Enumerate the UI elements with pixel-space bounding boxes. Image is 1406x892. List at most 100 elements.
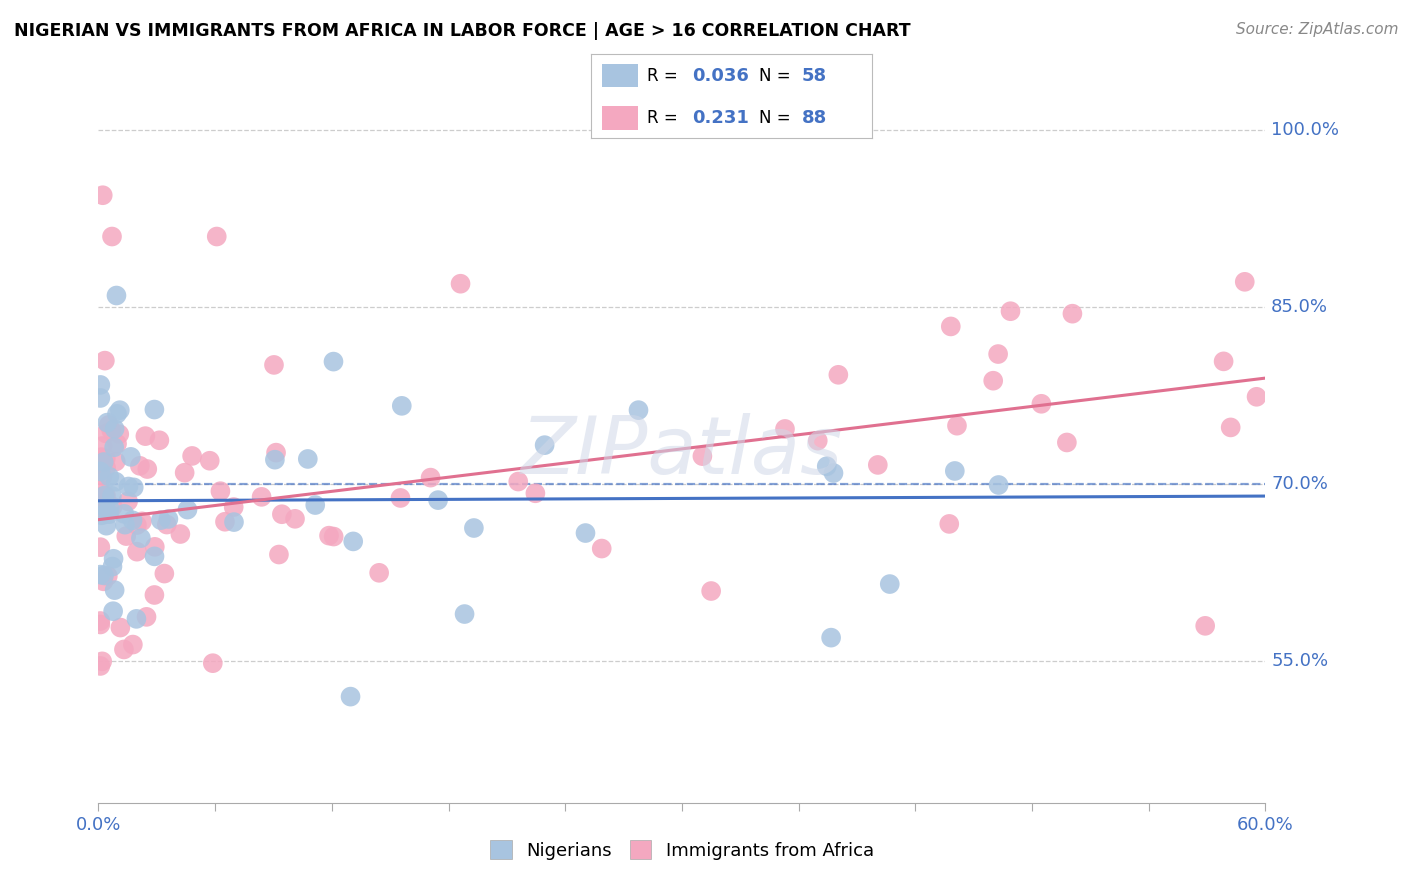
FancyBboxPatch shape xyxy=(602,63,638,87)
Point xyxy=(89,567,111,582)
Point xyxy=(169,527,191,541)
Point xyxy=(98,507,121,521)
Point xyxy=(96,416,118,430)
Point xyxy=(946,418,969,433)
Text: 55.0%: 55.0% xyxy=(1271,652,1329,670)
Point xyxy=(1056,435,1078,450)
Point xyxy=(105,436,128,450)
Point xyxy=(198,454,221,468)
Point xyxy=(117,479,139,493)
Point xyxy=(173,466,195,480)
Point xyxy=(105,407,128,421)
Point xyxy=(368,566,391,580)
Point xyxy=(135,610,157,624)
Point xyxy=(267,548,290,562)
Point xyxy=(134,429,156,443)
Point xyxy=(149,513,172,527)
Point xyxy=(91,439,114,453)
Point xyxy=(591,541,613,556)
Point xyxy=(129,531,152,545)
Point xyxy=(143,402,166,417)
Point xyxy=(981,374,1004,388)
Point xyxy=(94,353,117,368)
Point xyxy=(89,465,111,479)
Point xyxy=(943,464,966,478)
Point xyxy=(342,534,364,549)
Point xyxy=(125,518,148,533)
Point xyxy=(89,614,111,628)
Point xyxy=(148,434,170,448)
Point xyxy=(108,403,131,417)
Point xyxy=(97,569,120,583)
Point xyxy=(136,462,159,476)
Point xyxy=(508,475,530,489)
Point xyxy=(104,422,127,436)
FancyBboxPatch shape xyxy=(602,106,638,130)
Point xyxy=(156,517,179,532)
Text: NIGERIAN VS IMMIGRANTS FROM AFRICA IN LABOR FORCE | AGE > 16 CORRELATION CHART: NIGERIAN VS IMMIGRANTS FROM AFRICA IN LA… xyxy=(14,22,911,40)
Point xyxy=(987,347,1010,361)
Point xyxy=(115,529,138,543)
Point xyxy=(284,512,307,526)
Point xyxy=(94,489,117,503)
Legend: Nigerians, Immigrants from Africa: Nigerians, Immigrants from Africa xyxy=(482,833,882,867)
Point xyxy=(101,604,124,618)
Point xyxy=(143,549,166,564)
Point xyxy=(93,574,115,589)
Point xyxy=(89,503,111,517)
Point xyxy=(94,460,117,475)
Point xyxy=(214,515,236,529)
Text: N =: N = xyxy=(759,67,796,85)
Point xyxy=(114,517,136,532)
Point xyxy=(533,438,555,452)
Point xyxy=(93,568,115,582)
Point xyxy=(131,514,153,528)
Point xyxy=(94,451,117,466)
Point xyxy=(322,530,344,544)
Point xyxy=(692,449,714,463)
Point xyxy=(91,188,114,202)
Text: 58: 58 xyxy=(801,67,827,85)
Point xyxy=(205,229,228,244)
Point xyxy=(823,466,845,480)
Point xyxy=(389,491,412,505)
Text: R =: R = xyxy=(647,109,683,127)
Point xyxy=(1194,619,1216,633)
Point xyxy=(627,403,650,417)
Point xyxy=(90,450,112,464)
Point xyxy=(103,551,125,566)
Point xyxy=(128,458,150,473)
Point xyxy=(143,588,166,602)
Point xyxy=(209,484,232,499)
Point xyxy=(108,427,131,442)
Point xyxy=(89,391,111,405)
Point xyxy=(110,621,132,635)
Point xyxy=(815,459,838,474)
Text: 85.0%: 85.0% xyxy=(1271,298,1329,317)
Point xyxy=(94,426,117,441)
Point xyxy=(90,491,112,506)
Text: 100.0%: 100.0% xyxy=(1271,121,1340,139)
Point xyxy=(112,642,135,657)
Point xyxy=(574,526,596,541)
Point xyxy=(112,507,135,521)
Point xyxy=(222,515,245,529)
Point xyxy=(100,424,122,438)
Text: 88: 88 xyxy=(801,109,827,127)
Point xyxy=(89,489,111,503)
Point xyxy=(96,518,118,533)
Point xyxy=(322,354,344,368)
Point xyxy=(304,498,326,512)
Point xyxy=(104,475,127,489)
Point xyxy=(98,469,121,483)
Text: 0.036: 0.036 xyxy=(692,67,748,85)
Point xyxy=(201,656,224,670)
Point xyxy=(103,440,125,454)
Point xyxy=(419,470,441,484)
Point xyxy=(1212,354,1234,368)
Text: R =: R = xyxy=(647,67,683,85)
Point xyxy=(101,229,124,244)
Point xyxy=(264,445,287,459)
Point xyxy=(1000,304,1022,318)
Point xyxy=(1233,275,1256,289)
